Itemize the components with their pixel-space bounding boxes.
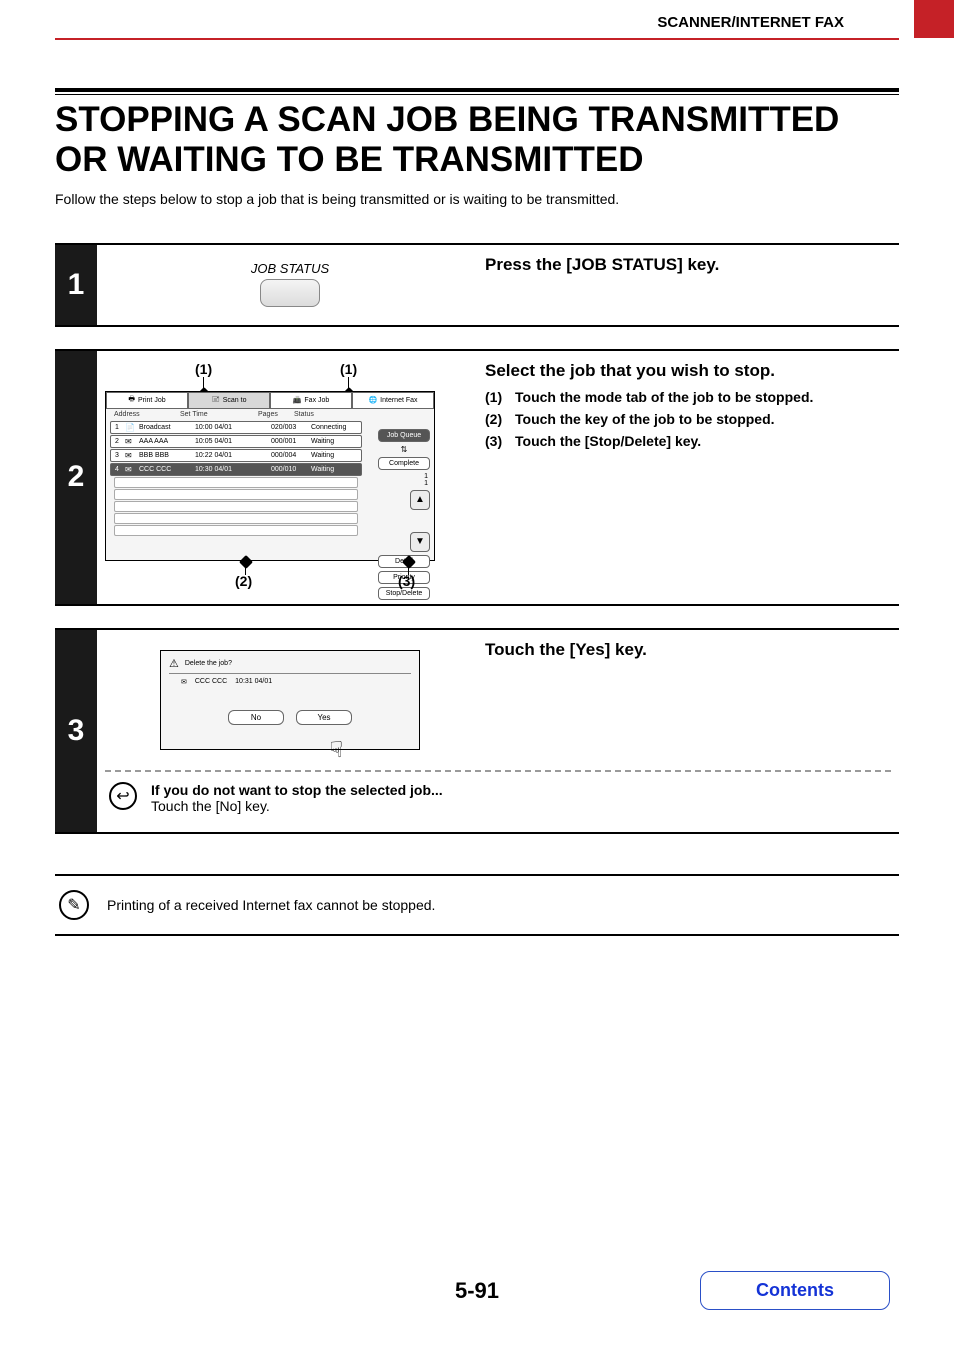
callout-3: (3)	[398, 573, 415, 589]
yes-button[interactable]: Yes	[296, 710, 352, 725]
scroll-up-button[interactable]: ▲	[410, 490, 430, 510]
step-2-diagram: (1) (1) 🖶Print Job 🖃Scan to 📠Fax Job 🌐In…	[105, 361, 475, 586]
step-2: 2 (1) (1) 🖶Print Job 🖃Scan to 📠Fax Job	[55, 349, 899, 606]
job-queue-button[interactable]: Job Queue	[378, 429, 430, 442]
complete-button[interactable]: Complete	[378, 457, 430, 470]
header-section: SCANNER/INTERNET FAX	[55, 14, 844, 31]
pencil-icon: ✎	[59, 890, 89, 920]
callout-1a: (1)	[195, 361, 212, 377]
step-2-heading: Select the job that you wish to stop.	[485, 361, 891, 381]
note-text: Printing of a received Internet fax cann…	[107, 897, 435, 913]
tab-internet-fax[interactable]: 🌐Internet Fax	[352, 392, 434, 409]
delete-dialog: ⚠ Delete the job? ✉ CCC CCC 10:31 04/01 …	[160, 650, 420, 750]
empty-row	[114, 513, 358, 524]
header-rule	[55, 38, 899, 40]
step-1-heading: Press the [JOB STATUS] key.	[485, 255, 891, 275]
return-text: Touch the [No] key.	[151, 798, 270, 814]
step-3: 3 ⚠ Delete the job? ✉ CCC CCC 10:31 04/0…	[55, 628, 899, 834]
mail-icon: ✉	[181, 678, 187, 686]
page-title: STOPPING A SCAN JOB BEING TRANSMITTED OR…	[55, 100, 899, 181]
page-num-1: 1	[378, 473, 430, 480]
callout-2: (2)	[235, 573, 252, 589]
scroll-down-button[interactable]: ▼	[410, 532, 430, 552]
swap-icon: ⇅	[378, 445, 430, 454]
callout-1b: (1)	[340, 361, 357, 377]
warning-icon: ⚠	[169, 657, 179, 670]
job-status-panel: 🖶Print Job 🖃Scan to 📠Fax Job 🌐Internet F…	[105, 391, 435, 561]
doc-icon: 📄	[125, 423, 139, 432]
tab-scan-to[interactable]: 🖃Scan to	[188, 392, 270, 409]
mail-icon: ✉	[125, 465, 139, 474]
step-3-number: 3	[55, 630, 97, 832]
dialog-time: 10:31 04/01	[235, 678, 272, 685]
empty-row	[114, 525, 358, 536]
note-block: ✎ Printing of a received Internet fax ca…	[55, 874, 899, 936]
globe-icon: 🌐	[368, 396, 377, 404]
job-status-key[interactable]	[260, 279, 320, 307]
tab-fax-job[interactable]: 📠Fax Job	[270, 392, 352, 409]
col-pages: Pages	[258, 411, 294, 418]
empty-row	[114, 477, 358, 488]
col-status: Status	[294, 411, 426, 418]
intro-text: Follow the steps below to stop a job tha…	[55, 191, 899, 207]
page-num-2: 1	[378, 480, 430, 487]
fax-icon: 📠	[293, 396, 302, 404]
contents-button[interactable]: Contents	[700, 1271, 890, 1310]
step-3-heading: Touch the [Yes] key.	[485, 640, 891, 660]
job-row-1[interactable]: 1 📄 Broadcast 10:00 04/01 020/003 Connec…	[110, 421, 362, 434]
return-title: If you do not want to stop the selected …	[151, 782, 443, 798]
mail-icon: ✉	[125, 451, 139, 460]
tab-print-job[interactable]: 🖶Print Job	[106, 392, 188, 409]
hand-pointer-icon: ☟	[330, 737, 343, 763]
printer-icon: 🖶	[128, 395, 135, 406]
title-rule-thick	[55, 88, 899, 92]
dashed-separator	[105, 770, 891, 772]
header-accent	[914, 0, 954, 38]
main-content: STOPPING A SCAN JOB BEING TRANSMITTED OR…	[55, 88, 899, 936]
no-button[interactable]: No	[228, 710, 284, 725]
dialog-address: CCC CCC	[195, 678, 227, 685]
scanner-icon: 🖃	[212, 395, 220, 406]
col-set-time: Set Time	[180, 411, 258, 418]
job-row-3[interactable]: 3 ✉ BBB BBB 10:22 04/01 000/004 Waiting	[110, 449, 362, 462]
empty-row	[114, 501, 358, 512]
job-status-label: JOB STATUS	[105, 261, 475, 276]
step-2-number: 2	[55, 351, 97, 604]
job-row-4-selected[interactable]: 4 ✉ CCC CCC 10:30 04/01 000/010 Waiting	[110, 463, 362, 476]
col-address: Address	[114, 411, 180, 418]
step-1: 1 JOB STATUS Press the [JOB STATUS] key.	[55, 243, 899, 327]
return-icon: ↩	[109, 782, 137, 810]
job-row-2[interactable]: 2 ✉ AAA AAA 10:05 04/01 000/001 Waiting	[110, 435, 362, 448]
empty-row	[114, 489, 358, 500]
step-2-list: (1)Touch the mode tab of the job to be s…	[485, 389, 891, 449]
step-1-number: 1	[55, 245, 97, 325]
mail-icon: ✉	[125, 437, 139, 446]
dialog-question: Delete the job?	[185, 660, 232, 667]
